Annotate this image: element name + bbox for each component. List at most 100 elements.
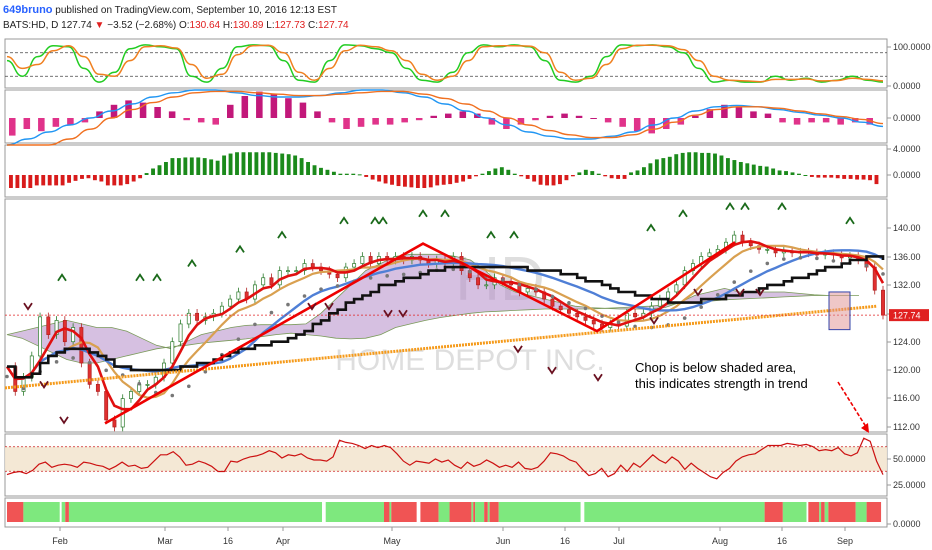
psar-dot (534, 287, 538, 292)
annotation-arrow (837, 381, 869, 431)
candle-body (104, 391, 109, 421)
axis-tick-label: 25.0000 (893, 480, 926, 490)
macd-bar (285, 98, 292, 118)
price-pane[interactable]: HD HOME DEPOT INC. 127.74 (4, 202, 929, 432)
momentum-bar (151, 168, 155, 175)
psar-dot (302, 294, 307, 298)
trend-segment (449, 502, 472, 522)
momentum-bar (325, 169, 330, 175)
candle-body (360, 256, 365, 264)
macd-bar (604, 118, 612, 123)
momentum-bar (706, 152, 711, 175)
momentum-bar (131, 175, 136, 182)
momentum-bar (428, 175, 433, 188)
momentum-bar (344, 173, 349, 175)
psar-dot (71, 356, 75, 360)
trend-segment (487, 502, 490, 522)
candle-body (62, 320, 67, 343)
momentum-bar (784, 171, 788, 175)
psar-dot (782, 257, 786, 261)
momentum-bar (680, 152, 685, 175)
macd-bar (517, 118, 525, 125)
candle-body (484, 284, 489, 287)
candle-body (583, 316, 588, 321)
chop-band (5, 446, 887, 472)
momentum-bar (241, 152, 246, 175)
momentum-bar (435, 175, 440, 186)
trend-segment (821, 502, 825, 522)
momentum-bar (60, 175, 65, 186)
momentum-bar (99, 175, 104, 182)
momentum-bar (654, 159, 659, 175)
psar-dot (748, 269, 753, 273)
symbol-label[interactable]: BATS:HD, D (3, 20, 59, 31)
psar-dot (815, 256, 819, 261)
macd-bar (328, 118, 336, 123)
macd-bar (256, 91, 263, 118)
momentum-bar (635, 170, 640, 175)
momentum-bar (370, 175, 375, 180)
momentum-bar (499, 167, 504, 175)
candle-body (195, 312, 200, 321)
candle-body (178, 323, 183, 343)
momentum-bar (480, 173, 485, 175)
axis-tick-label: 120.00 (893, 365, 921, 375)
macd-bar (139, 102, 147, 118)
trend-segment (438, 502, 450, 522)
candle-body (71, 327, 76, 343)
momentum-bar (790, 172, 795, 175)
trend-segment (420, 502, 439, 522)
momentum-bar (41, 175, 46, 186)
momentum-bar (312, 165, 317, 175)
macd-bar (52, 118, 60, 127)
momentum-bar (47, 175, 52, 186)
momentum-bar (331, 171, 336, 175)
candle-body (765, 248, 770, 251)
trend-segment (65, 502, 69, 522)
candle-body (38, 316, 43, 357)
axis-tick-label: 0.0000 (893, 113, 921, 123)
momentum-bar (816, 175, 821, 178)
momentum-bar (583, 169, 588, 175)
axis-tick-label: 4.0000 (893, 144, 921, 154)
trend-segment (782, 502, 807, 522)
axis-tick-label: 124.00 (893, 337, 921, 347)
x-axis-label: Feb (52, 536, 68, 546)
published-text: published on TradingView.com, September … (55, 5, 337, 16)
momentum-bar (758, 165, 763, 175)
annotation: Chop is below shaded area, this indicate… (635, 360, 869, 433)
trend-segment (68, 502, 323, 522)
psar-dot (864, 263, 869, 268)
momentum-bar (512, 173, 517, 175)
candle-body (261, 277, 266, 286)
psar-dot (583, 306, 588, 311)
up-marker (339, 216, 349, 225)
up-marker (187, 258, 197, 268)
momentum-bar (247, 152, 252, 175)
down-marker (324, 302, 334, 311)
momentum-bar (267, 152, 272, 175)
macd-bar (197, 118, 205, 123)
momentum-bar (719, 155, 724, 175)
momentum-bar (648, 163, 653, 175)
candle-body (310, 263, 315, 268)
candle-body (707, 252, 712, 257)
momentum-bar (693, 152, 698, 175)
trend-segment (61, 502, 66, 522)
momentum-bar (809, 175, 814, 177)
momentum-bar (254, 152, 259, 175)
macd-bar (706, 109, 714, 118)
momentum-bar (383, 175, 388, 184)
axis-tick-label: 136.00 (893, 252, 921, 262)
author-link[interactable]: 649bruno (3, 4, 53, 16)
down-marker (398, 309, 408, 318)
momentum-bar (596, 173, 601, 175)
momentum-bar (183, 157, 188, 175)
macd-bar (168, 111, 176, 118)
last-price-badge-text: 127.74 (893, 311, 921, 321)
momentum-bar (338, 173, 343, 175)
long-ma-line (4, 304, 878, 390)
chart-svg[interactable]: 100.0000 0.0000 0.0000 4.0000 0.0000 140.00 13… (0, 36, 932, 550)
macd-bar (299, 102, 307, 118)
macd-bar (663, 118, 670, 129)
